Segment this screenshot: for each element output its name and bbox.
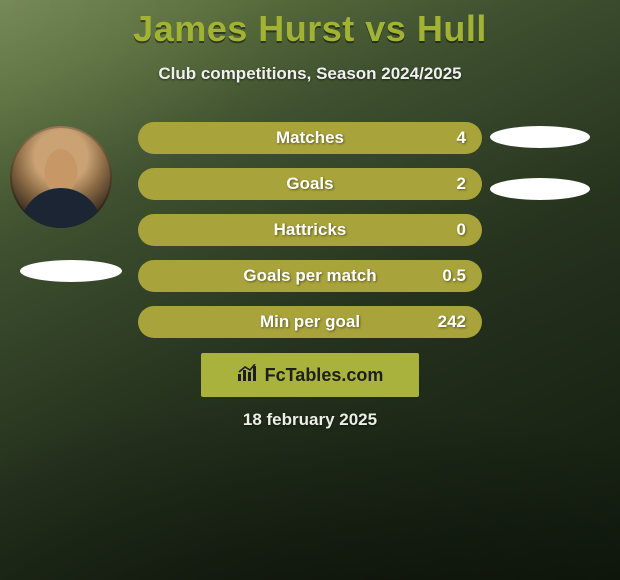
- stat-value: 0.5: [442, 266, 466, 286]
- decorative-ellipse: [490, 178, 590, 200]
- stat-value: 4: [457, 128, 466, 148]
- stat-label: Hattricks: [274, 220, 347, 240]
- stat-value: 2: [457, 174, 466, 194]
- stat-pill: Min per goal 242: [138, 306, 482, 338]
- page-title: James Hurst vs Hull: [0, 0, 620, 50]
- stat-label: Matches: [276, 128, 344, 148]
- date-text: 18 february 2025: [0, 410, 620, 430]
- brand-box[interactable]: FcTables.com: [201, 353, 419, 397]
- decorative-ellipse: [490, 126, 590, 148]
- subtitle: Club competitions, Season 2024/2025: [0, 64, 620, 84]
- stat-label: Goals per match: [243, 266, 376, 286]
- stat-pill: Goals 2: [138, 168, 482, 200]
- avatar-shadow-ellipse: [20, 260, 122, 282]
- stat-pill: Goals per match 0.5: [138, 260, 482, 292]
- stat-label: Min per goal: [260, 312, 360, 332]
- content-root: James Hurst vs Hull Club competitions, S…: [0, 0, 620, 580]
- player-avatar: [10, 126, 112, 228]
- stats-list: Matches 4 Goals 2 Hattricks 0 Goals per match 0…: [138, 122, 482, 352]
- chart-icon: [237, 364, 259, 387]
- stat-pill: Matches 4: [138, 122, 482, 154]
- stat-value: 242: [438, 312, 466, 332]
- stat-pill: Hattricks 0: [138, 214, 482, 246]
- stat-value: 0: [457, 220, 466, 240]
- stat-label: Goals: [286, 174, 333, 194]
- brand-text: FcTables.com: [265, 365, 384, 386]
